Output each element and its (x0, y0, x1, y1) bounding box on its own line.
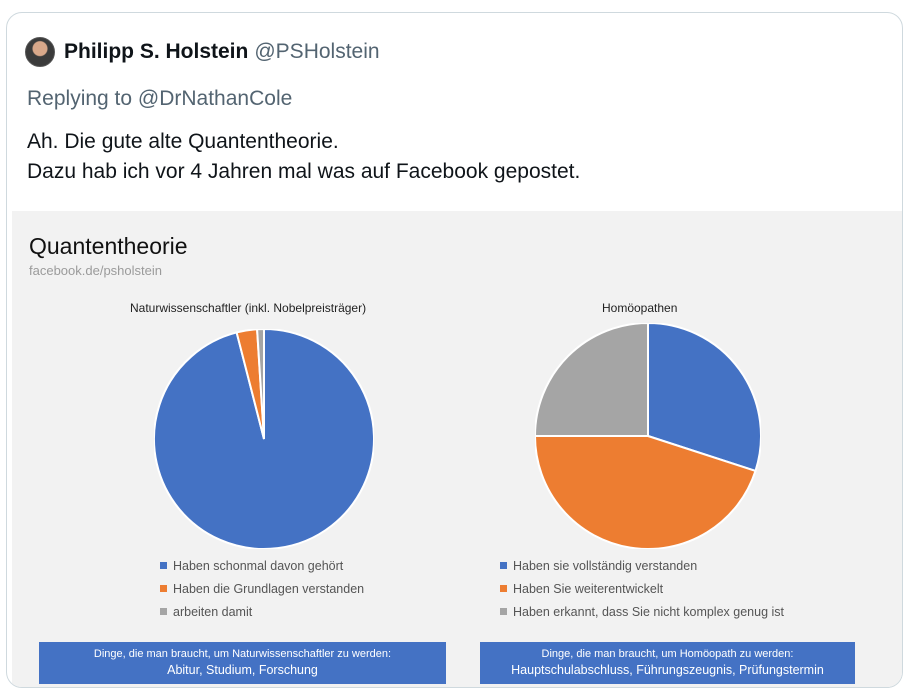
tweet-header: Philipp S. Holstein @PSHolstein (25, 35, 380, 69)
reply-prefix: Replying to (27, 87, 138, 110)
legend-swatch (500, 562, 507, 569)
pie-slice (535, 435, 757, 549)
tweet-card[interactable]: Philipp S. Holstein @PSHolstein Replying… (6, 12, 903, 688)
author-handle[interactable]: @PSHolstein (254, 40, 380, 63)
requirements-box: Dinge, die man braucht, um Naturwissensc… (39, 642, 446, 684)
legend-swatch (500, 585, 507, 592)
legend-item: Haben die Grundlagen verstanden (160, 577, 364, 600)
tweet-text: Ah. Die gute alte Quantentheorie. Dazu h… (27, 127, 580, 187)
image-title: Quantentheorie (29, 233, 188, 259)
pie-slice (647, 323, 761, 473)
reply-context: Replying to @DrNathanCole (27, 87, 292, 111)
legend-item: Haben sie vollständig verstanden (500, 554, 784, 577)
tweet-image[interactable]: Quantentheorie facebook.de/psholstein Na… (12, 211, 902, 687)
author-name[interactable]: Philipp S. Holstein (64, 40, 249, 63)
legend-swatch (500, 608, 507, 615)
requirements-heading: Dinge, die man braucht, um Naturwissensc… (93, 648, 392, 660)
requirements-list: Abitur, Studium, Forschung (167, 663, 318, 677)
requirements-list: Hauptschulabschluss, Führungszeugnis, Pr… (511, 663, 824, 677)
legend-label: Haben sie vollständig verstanden (513, 558, 698, 573)
avatar[interactable] (25, 37, 55, 67)
legend-item: Haben schonmal davon gehört (160, 554, 364, 577)
legend-label: Haben schonmal davon gehört (173, 558, 344, 573)
image-source: facebook.de/psholstein (29, 263, 162, 278)
pie-chart-naturwissenschaftler (154, 329, 374, 549)
pie-slice (535, 323, 649, 437)
legend-item: Haben Sie weiterentwickelt (500, 577, 784, 600)
legend-label: arbeiten damit (173, 604, 253, 619)
legend-item: Haben erkannt, dass Sie nicht komplex ge… (500, 600, 784, 623)
legend-item: arbeiten damit (160, 600, 364, 623)
chart-title: Naturwissenschaftler (inkl. Nobelpreistr… (130, 301, 367, 315)
tweet-text-line: Dazu hab ich vor 4 Jahren mal was auf Fa… (27, 160, 581, 183)
legend-swatch (160, 562, 167, 569)
pie-slice (256, 329, 265, 440)
legend-label: Haben die Grundlagen verstanden (173, 581, 365, 596)
legend-swatch (160, 608, 167, 615)
requirements-box: Dinge, die man braucht, um Homöopath zu … (480, 642, 855, 684)
legend: Haben sie vollständig verstanden Haben S… (500, 554, 784, 623)
legend-label: Haben erkannt, dass Sie nicht komplex ge… (513, 604, 784, 619)
legend: Haben schonmal davon gehört Haben die Gr… (160, 554, 364, 623)
reply-mention-link[interactable]: @DrNathanCole (137, 87, 293, 110)
legend-label: Haben Sie weiterentwickelt (513, 581, 664, 596)
pie-chart-homoeopathen (535, 323, 761, 549)
tweet-text-line: Ah. Die gute alte Quantentheorie. (27, 130, 339, 153)
legend-swatch (160, 585, 167, 592)
chart-title: Homöopathen (602, 301, 678, 315)
requirements-heading: Dinge, die man braucht, um Homöopath zu … (541, 648, 794, 660)
